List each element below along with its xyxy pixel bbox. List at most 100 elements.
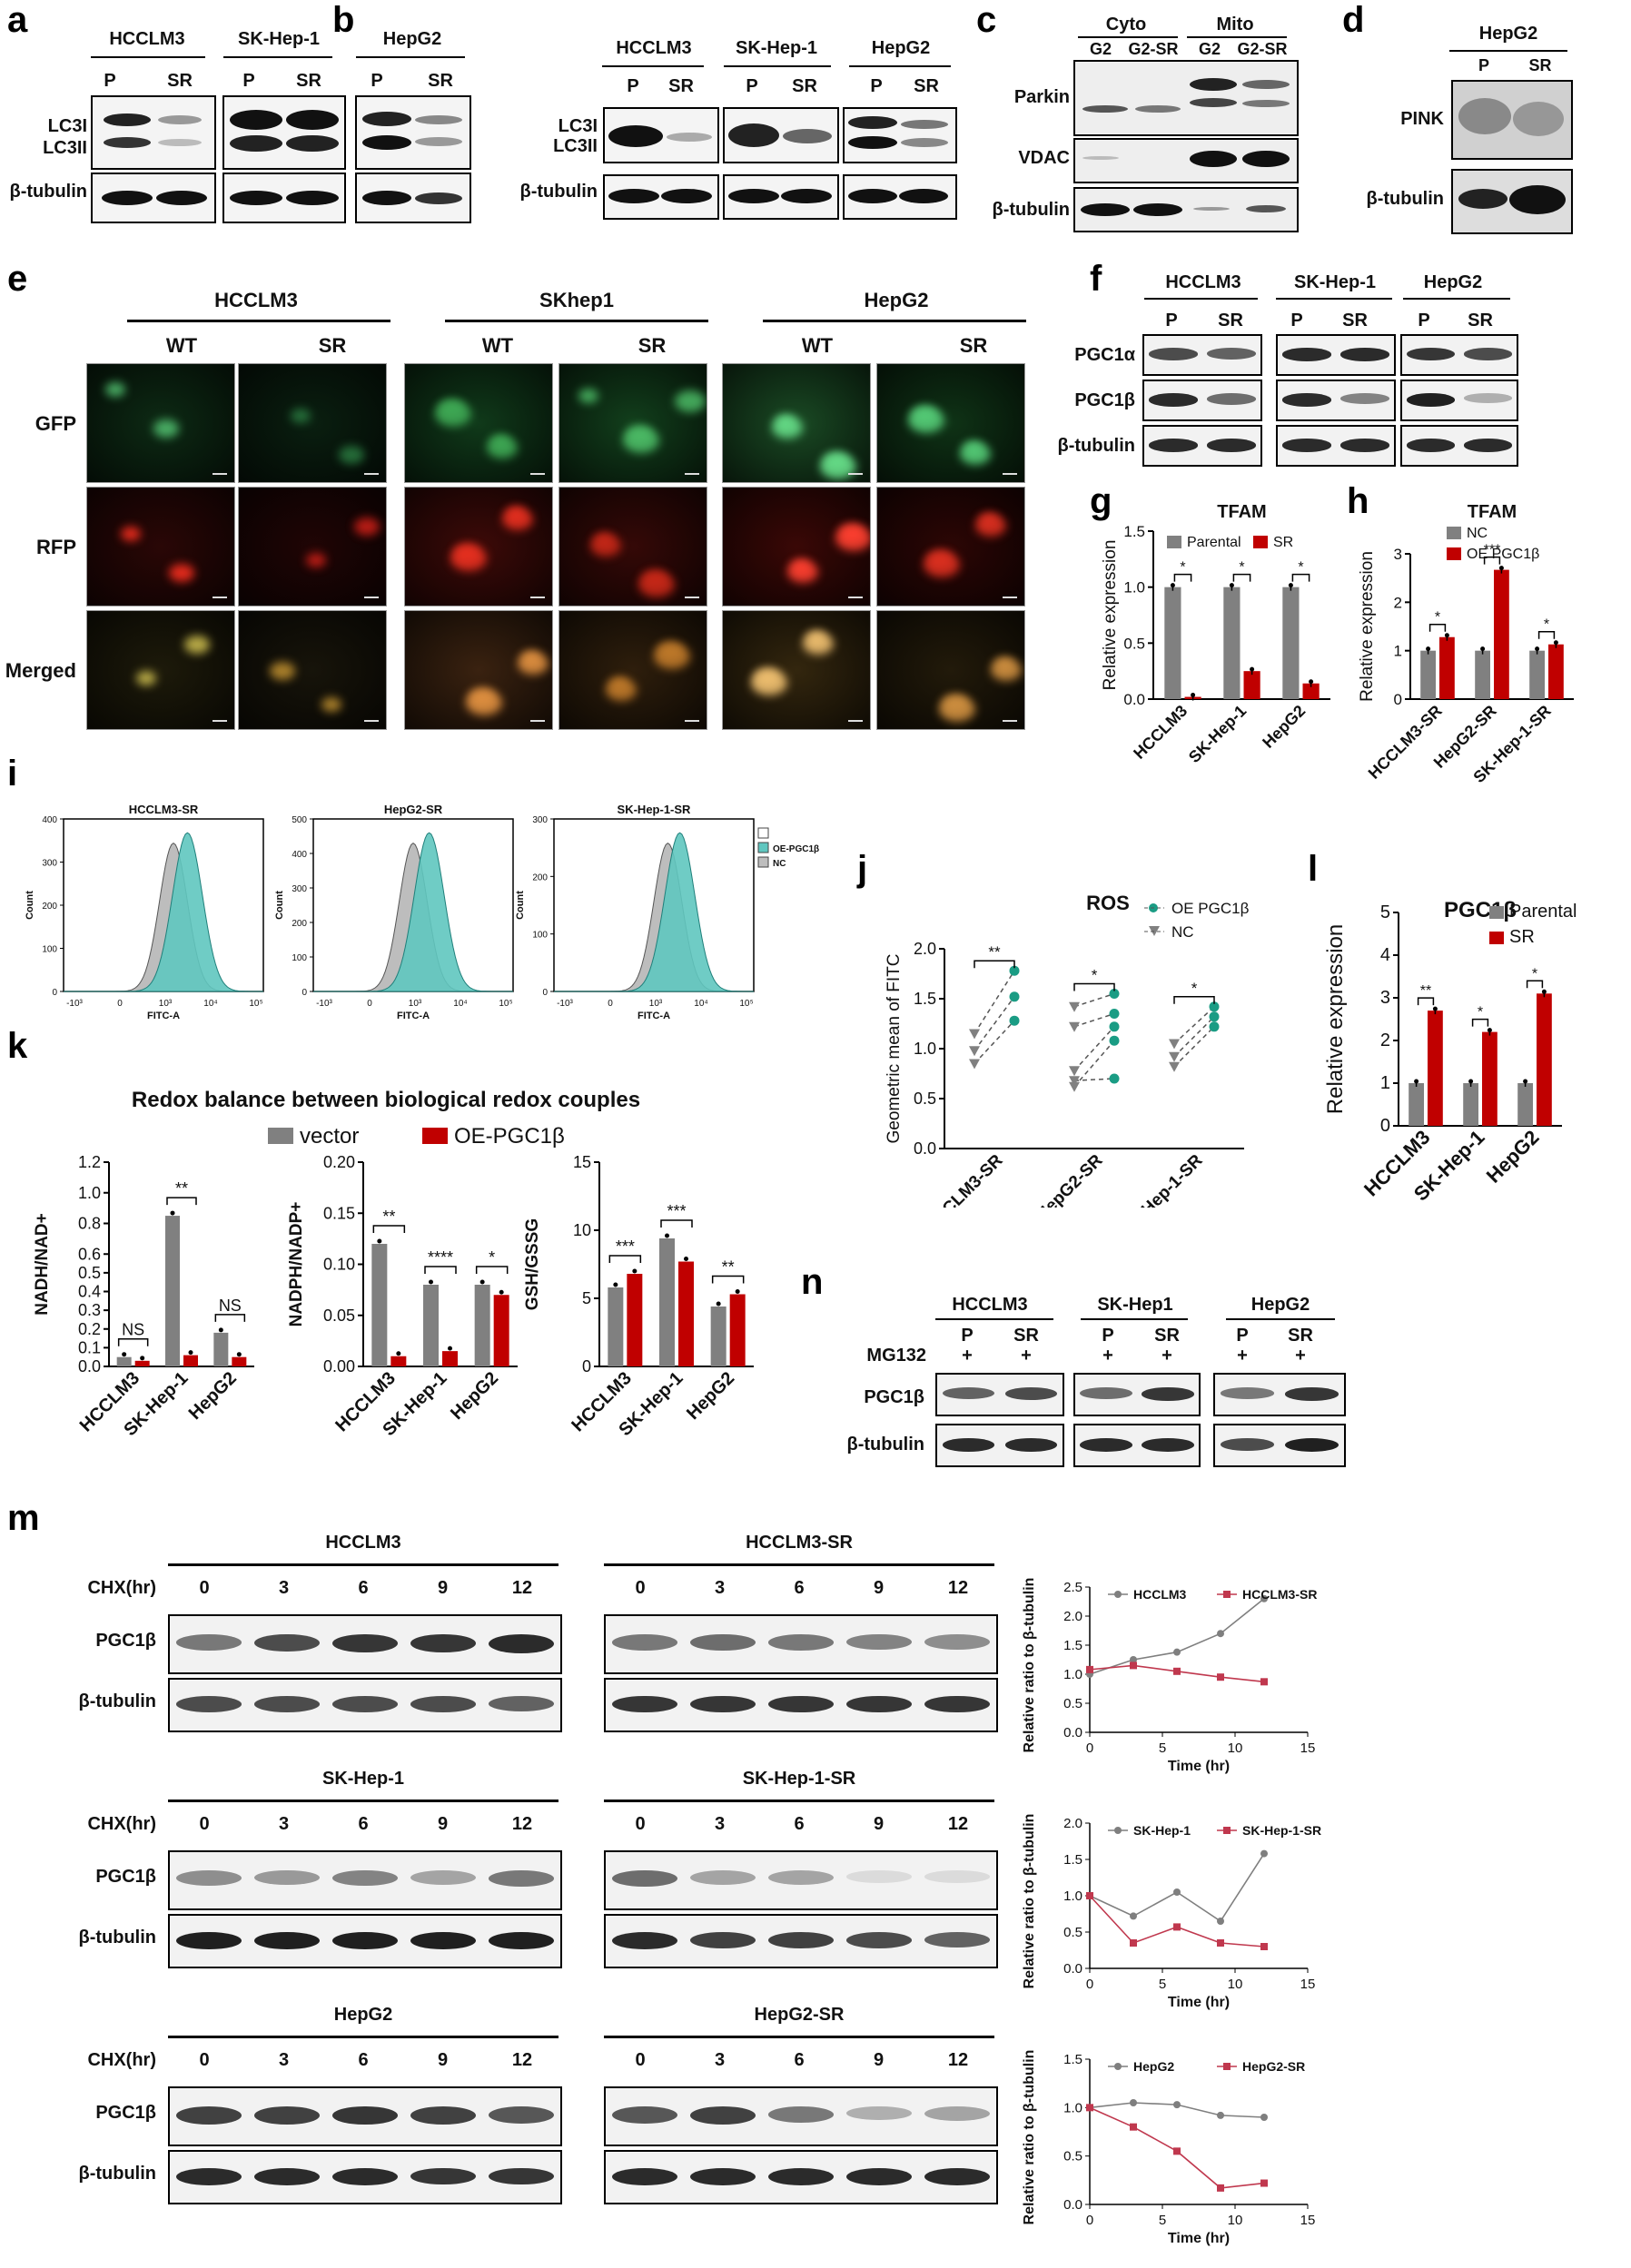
y-axis-label: Relative expression (1101, 540, 1120, 691)
x-tick-label: 10⁴ (203, 999, 217, 1009)
bar (1164, 587, 1181, 699)
data-point (479, 1279, 485, 1285)
chart-title: TFAM (1468, 502, 1517, 522)
data-point (1217, 1673, 1224, 1681)
bar (1243, 671, 1260, 699)
x-tick-label: -10³ (557, 999, 573, 1009)
protein-band (1142, 1387, 1194, 1401)
cell-line-hepg2: HepG2 (382, 29, 442, 49)
bar (1420, 650, 1436, 699)
cell-line-hepg2: HepG2 (864, 289, 929, 311)
significance-label: NS (122, 1321, 144, 1339)
pair-line (974, 1020, 1015, 1065)
bar (1537, 993, 1552, 1126)
legend-swatch (1489, 906, 1504, 919)
blot-row-label: PGC1β (95, 1631, 156, 1651)
y-tick-label: 0.4 (78, 1283, 101, 1301)
cell-signal (939, 696, 975, 722)
chx-timepoint: 6 (794, 2050, 805, 2070)
y-tick-label: 200 (532, 873, 548, 883)
oe-point (1209, 1011, 1220, 1022)
y-tick-label: 0.0 (1063, 2197, 1082, 2213)
chx-timepoint: 12 (947, 1578, 969, 1598)
y-tick-label: 0.2 (78, 1320, 101, 1338)
protein-band (924, 1931, 991, 1948)
protein-band (689, 2105, 756, 2125)
y-tick-label: 200 (42, 902, 57, 912)
protein-band (331, 2167, 399, 2185)
micro-image (86, 610, 235, 730)
y-tick-label: 1.5 (914, 990, 936, 1008)
protein-band (410, 1931, 477, 1950)
western-blot (168, 1850, 562, 1910)
oe-point (1109, 1009, 1120, 1019)
scale-bar (213, 597, 227, 598)
data-point (1130, 1912, 1137, 1920)
cell-signal (169, 564, 194, 582)
y-tick-label: 0 (301, 988, 307, 998)
y-tick-label: 0 (52, 988, 57, 998)
y-tick-label: 300 (532, 815, 548, 825)
bar (165, 1216, 180, 1366)
protein-band (1407, 348, 1455, 361)
cell-signal (435, 401, 471, 427)
protein-parkin: Parkin (1013, 87, 1070, 107)
histogram-title: HepG2-SR (384, 803, 443, 816)
legend-oe-pgc1b: OE-PGC1β (773, 844, 819, 854)
data-point (1130, 2123, 1137, 2131)
bar (1439, 636, 1455, 699)
cell-signal (924, 552, 960, 577)
bar (442, 1351, 458, 1366)
scale-bar (685, 720, 699, 722)
underline (604, 1800, 994, 1802)
chart-ros: ROS 0.0 0.5 1.0 1.5 2.0 Geometric mean of FITC… (885, 892, 1250, 1208)
cell-signal (136, 671, 156, 685)
y-tick-label: 200 (292, 919, 307, 929)
data-point (665, 1233, 669, 1238)
chx-timepoint: 6 (794, 1578, 805, 1598)
scale-bar (848, 720, 863, 722)
y-tick-label: 0.0 (1063, 1961, 1082, 1977)
significance-label: * (1239, 560, 1244, 576)
cell-signal (675, 390, 706, 412)
protein-band (1464, 348, 1512, 360)
legend-label: Parental (1187, 535, 1241, 550)
cell-line-hcclm3: HCCLM3 (1165, 272, 1241, 292)
cell-line-skhep1: SKhep1 (539, 289, 614, 311)
data-point (1217, 1630, 1224, 1638)
protein-band (1282, 393, 1331, 407)
protein-band (924, 1633, 991, 1650)
significance-bracket (214, 1314, 246, 1322)
histogram-oe (313, 832, 513, 992)
western-blot (1142, 380, 1262, 421)
micro-image (404, 487, 553, 606)
protein-band (1284, 1438, 1339, 1453)
micro-image (238, 487, 387, 606)
cell-signal (270, 662, 295, 680)
chx-timepoint: 3 (278, 1814, 290, 1834)
data-point (170, 1210, 175, 1216)
lane-sr: SR (1468, 311, 1493, 330)
western-blot (1276, 334, 1396, 376)
data-point (122, 1352, 127, 1357)
significance-bracket (1526, 980, 1544, 989)
protein-band (1407, 393, 1455, 407)
blot-row-label: β-tubulin (78, 1928, 156, 1948)
mg132-label: MG132 (866, 1346, 926, 1366)
pair-line (1173, 1026, 1215, 1068)
legend-nc: NC (773, 859, 786, 869)
protein-band (689, 1931, 756, 1949)
x-tick-label: 10 (1228, 1740, 1243, 1756)
protein-band (924, 1695, 991, 1713)
x-tick-label: 10³ (409, 999, 422, 1009)
mg132-plus: + (1295, 1346, 1306, 1366)
lane-g2sr: G2-SR (1128, 40, 1179, 58)
protein-pink: PINK (1400, 109, 1444, 129)
protein-band (488, 1869, 555, 1887)
significance-bracket (1073, 982, 1115, 991)
protein-band (942, 1387, 995, 1400)
micro-image (876, 363, 1025, 483)
chx-timepoint: 12 (511, 2050, 533, 2070)
legend-label: OE PGC1β (1171, 900, 1250, 917)
data-point (1217, 2184, 1224, 2192)
